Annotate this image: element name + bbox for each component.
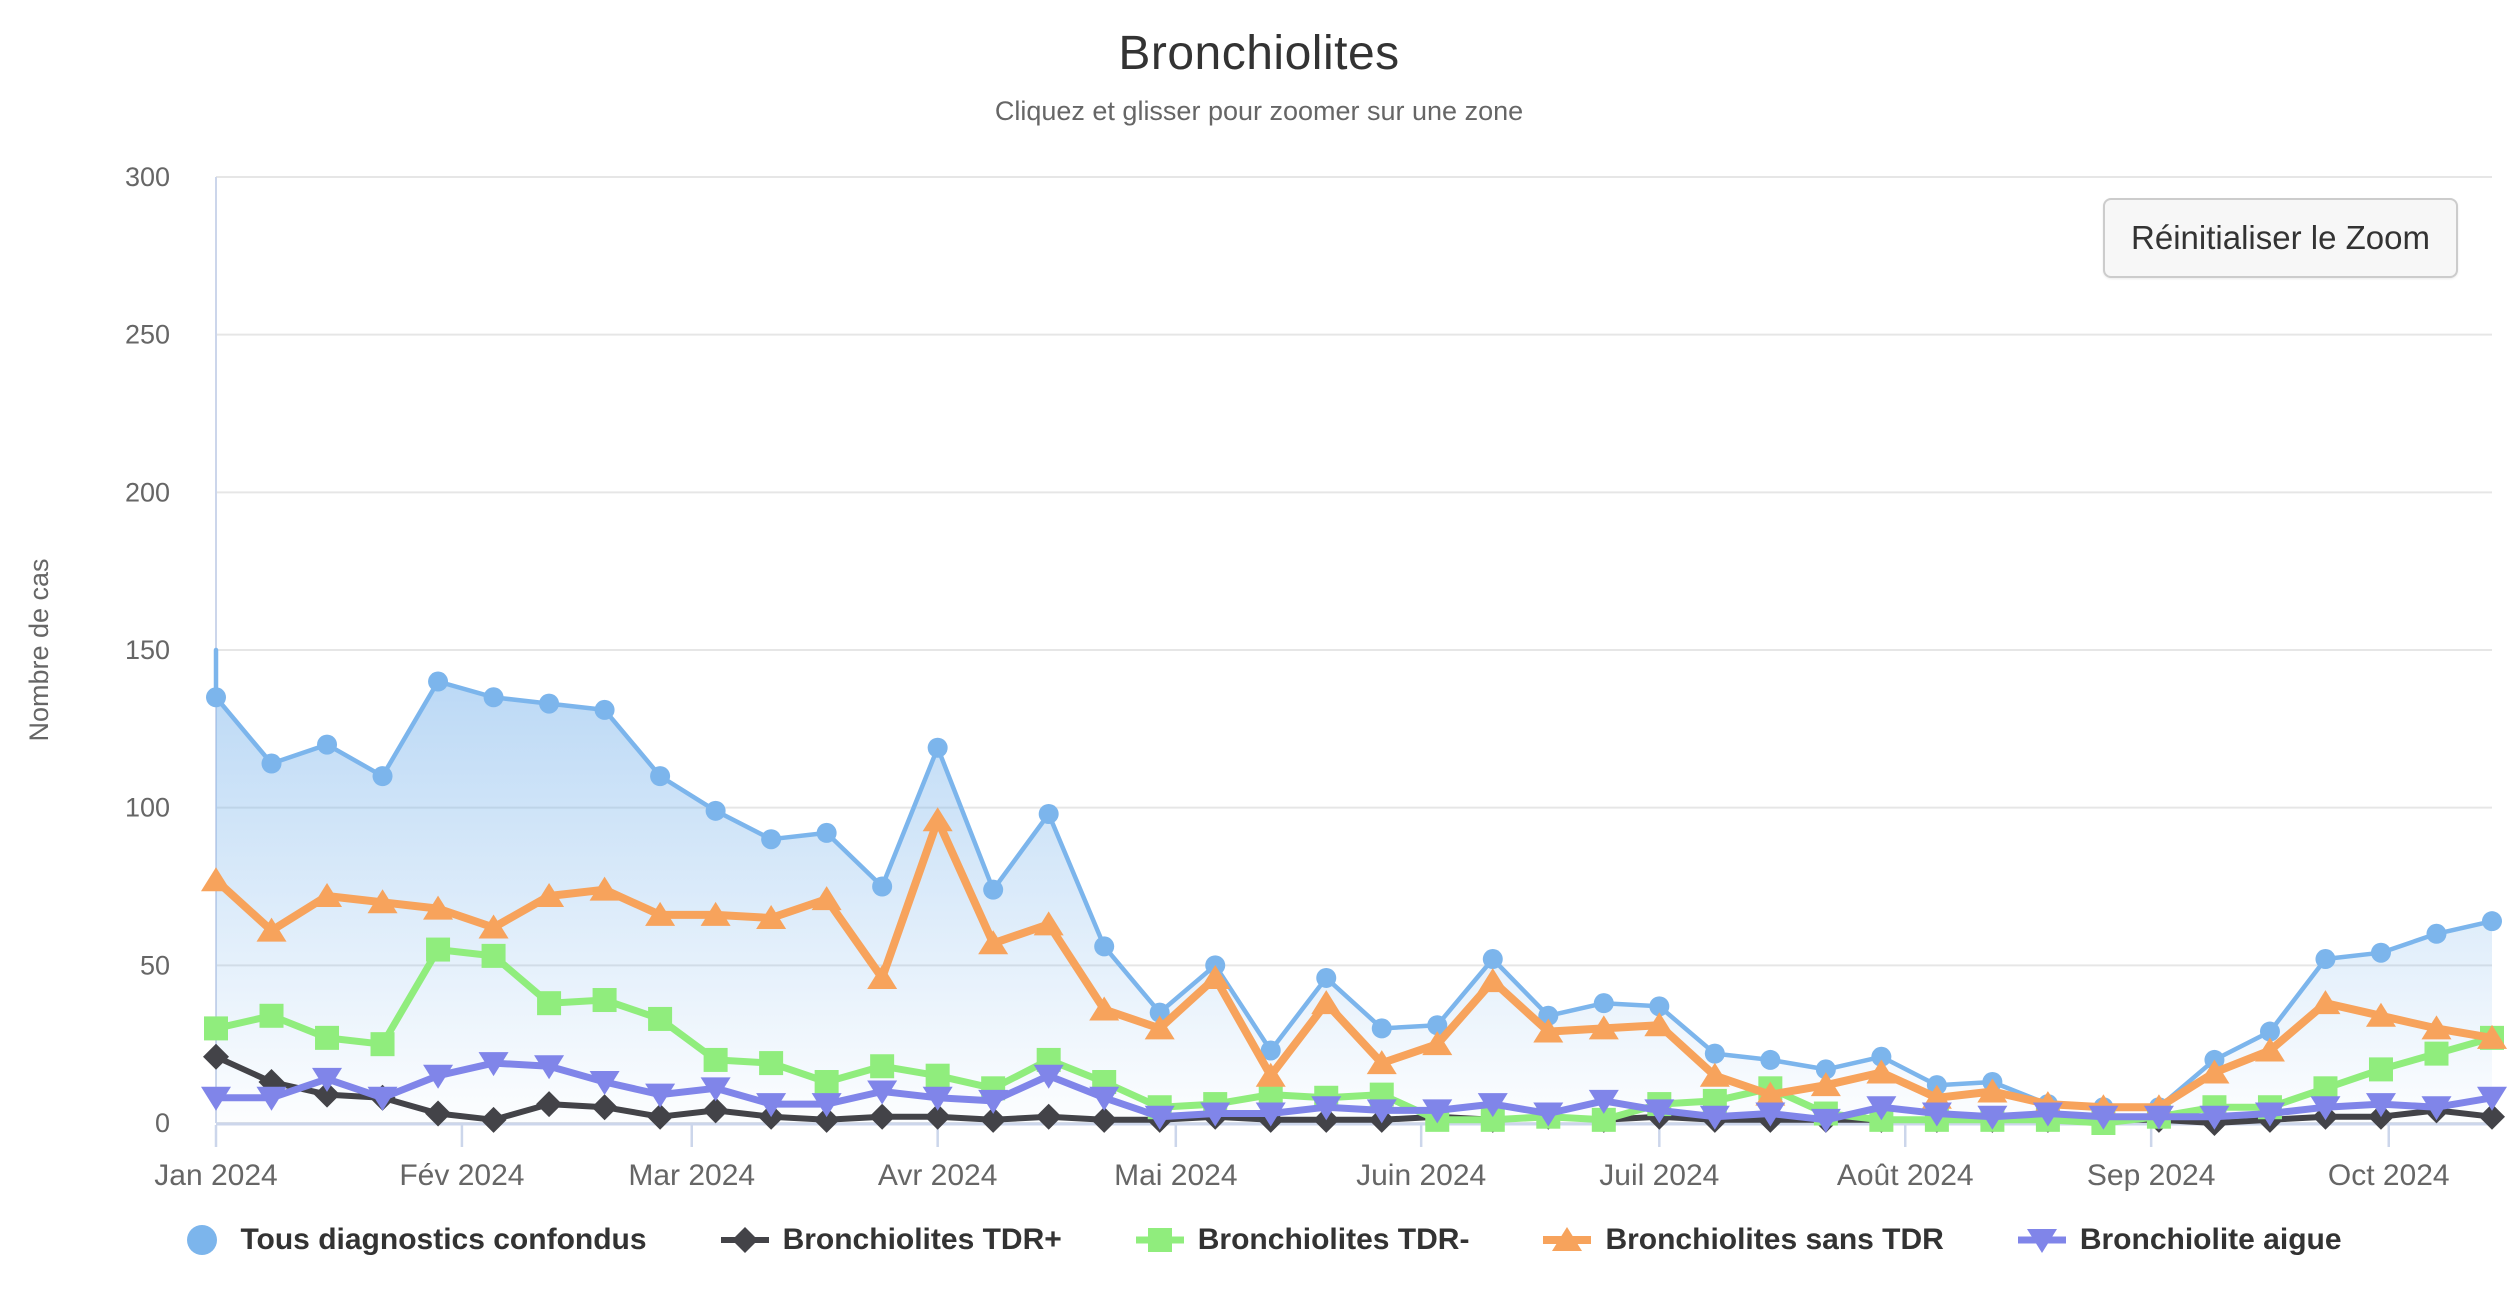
legend-item-bronchiolites-tdr[interactable]: Bronchiolites TDR- <box>1134 1222 1470 1258</box>
chart-title: Bronchiolites <box>1118 27 1400 80</box>
x-tick-label: Avr 2024 <box>878 1159 998 1192</box>
legend-label: Tous diagnostics confondus <box>240 1223 647 1256</box>
bronchiolites-tdr-legend-square-icon <box>1135 1228 1184 1252</box>
x-tick-label: Jan 2024 <box>154 1159 277 1192</box>
area-fill <box>216 650 2492 1123</box>
bronchiolites-tdr-legend-diamond-icon <box>720 1227 769 1253</box>
x-tick-label: Mar 2024 <box>628 1159 755 1192</box>
legend-item-bronchiolite-aigue[interactable]: Bronchiolite aigue <box>2016 1222 2342 1258</box>
x-tick-label: Mai 2024 <box>1114 1159 1237 1192</box>
x-tick-label: Fév 2024 <box>399 1159 524 1192</box>
x-tick-label: Sep 2024 <box>2087 1159 2215 1192</box>
y-tick-label: 300 <box>125 162 170 192</box>
x-tick-label: Août 2024 <box>1837 1159 1974 1192</box>
x-tick-label: Juin 2024 <box>1356 1159 1486 1192</box>
y-tick-label: 0 <box>155 1108 170 1138</box>
legend-item-tous-diagnostics-confondus[interactable]: Tous diagnostics confondus <box>176 1222 647 1258</box>
legend: Tous diagnostics confondus Bronchiolites … <box>0 1222 2518 1258</box>
x-tick-label: Oct 2024 <box>2328 1159 2450 1192</box>
y-tick-label: 50 <box>140 950 170 980</box>
legend-item-bronchiolites-sans-tdr[interactable]: Bronchiolites sans TDR <box>1541 1222 1944 1258</box>
series-bronchiolite-aigue[interactable] <box>201 1052 2507 1133</box>
legend-label: Bronchiolites TDR- <box>1197 1223 1470 1256</box>
legend-label: Bronchiolite aigue <box>2079 1223 2342 1256</box>
bronchiolites-sans-tdr-legend-triangle-icon <box>1543 1227 1592 1251</box>
bronchiolite-aigue-legend-triangle-down-icon <box>2017 1229 2066 1253</box>
legend-label: Bronchiolites TDR+ <box>782 1223 1062 1256</box>
x-axis: Jan 2024 Fév 2024 Mar 2024 Avr 2024 Mai 2024… <box>154 177 2492 1192</box>
y-tick-label: 250 <box>125 320 170 350</box>
y-gridlines: 0 50 100 150 200 250 300 <box>125 162 2492 1138</box>
tous-diagnostics-confondus-legend-circle-icon <box>187 1225 218 1255</box>
chart-subtitle: Cliquez et glisser pour zoomer sur une z… <box>994 96 1524 126</box>
legend-label: Bronchiolites sans TDR <box>1605 1223 1944 1256</box>
y-tick-label: 200 <box>125 477 170 507</box>
legend-item-bronchiolites-tdr[interactable]: Bronchiolites TDR+ <box>719 1222 1062 1258</box>
y-tick-label: 100 <box>125 793 170 823</box>
reset-zoom-button[interactable]: Réinitialiser le Zoom <box>2103 198 2458 278</box>
y-axis-title: Nombre de cas <box>24 558 54 741</box>
x-tick-label: Juil 2024 <box>1599 1159 1719 1192</box>
y-tick-label: 150 <box>125 635 170 665</box>
